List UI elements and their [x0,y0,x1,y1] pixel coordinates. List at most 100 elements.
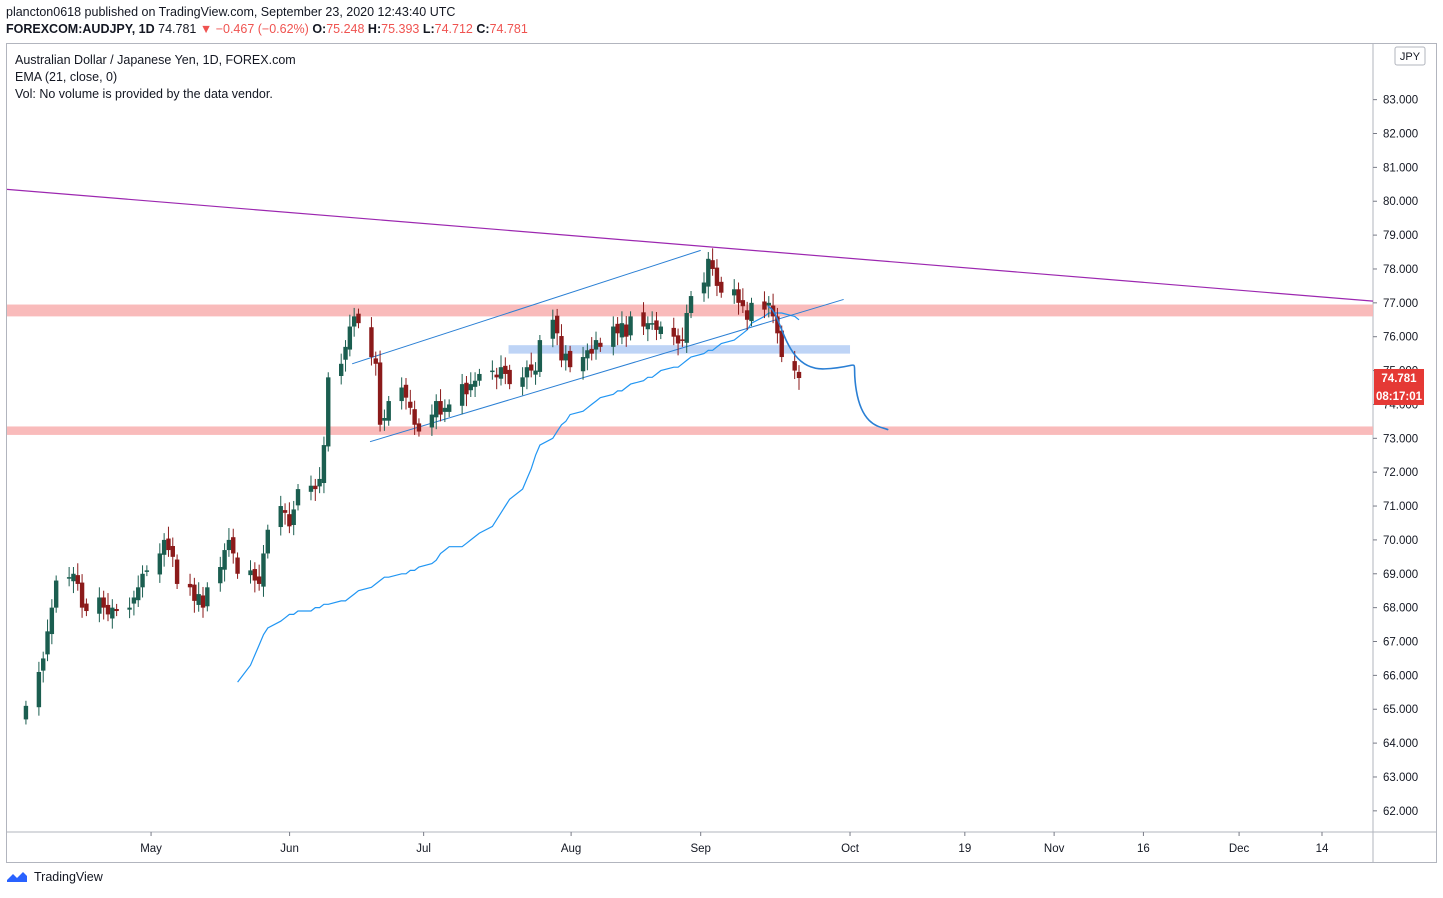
y-tick-label: 69.000 [1383,569,1418,581]
candle-up [261,553,266,587]
candle-up [226,539,232,551]
candle-down [235,557,240,574]
candle-up [585,350,590,359]
close-value: 74.781 [489,22,528,36]
publish-header: plancton0618 published on TradingView.co… [6,4,528,38]
candle-down [282,510,288,513]
candle-down [736,289,741,303]
candle-down [79,582,85,608]
candle-down [792,361,797,371]
candle-down [75,575,80,584]
x-tick-label: Nov [1044,843,1065,855]
candle-up [41,658,46,671]
candle-down [114,608,119,612]
candle-up [658,326,663,334]
candle-down [762,301,767,310]
x-tick-label: Sep [690,843,710,855]
y-tick-label: 78.000 [1383,264,1418,276]
candle-up [343,346,348,360]
channel-upper-line [351,249,701,365]
candle-up [701,282,707,294]
candle-down [412,409,417,425]
projection-path [767,305,889,431]
candle-down [680,339,685,341]
candle-up [477,373,482,381]
candle-down [408,401,413,408]
open-value: 75.248 [326,22,365,36]
y-tick-label: 67.000 [1383,637,1418,649]
down-arrow-icon: ▼ [199,22,213,36]
high-label: H: [367,22,382,36]
y-tick-label: 73.000 [1383,433,1418,445]
candle-up [110,607,115,619]
x-tick-label: Jun [280,843,299,855]
candle-up [524,367,530,378]
candle-up [347,326,353,350]
candle-up [628,316,633,336]
y-tick-label: 80.000 [1383,196,1418,208]
candle-up [66,577,72,579]
candle-up [593,340,599,350]
candle-down [740,300,746,307]
candle-down [464,382,469,395]
candle-up [619,323,625,338]
publisher-line: plancton0618 published on TradingView.co… [6,5,456,19]
candle-down [403,384,409,398]
candle-up [399,387,404,402]
candle-up [131,597,137,604]
candle-down [369,327,374,358]
candle-down [710,260,715,269]
ema-line [237,312,800,683]
countdown-badge [1374,386,1424,405]
candle-down [624,324,629,337]
candle-up [157,553,163,575]
y-tick-label: 79.000 [1383,230,1418,242]
candle-up [351,316,357,327]
candle-down [641,312,646,327]
candle-up [71,573,76,582]
candle-down [170,546,175,557]
price-chart[interactable]: 83.000 82.000 81.000 80.000 79.000 78.000 77.0… [6,44,1436,862]
candle-down [174,559,180,584]
candle-up [766,302,771,306]
candle-up [382,417,387,421]
y-tick-label: 71.000 [1383,501,1418,513]
y-tick-label: 76.000 [1383,332,1418,344]
candle-up [248,570,253,576]
candle-up [49,607,55,635]
candle-down [589,348,594,354]
candle-down [615,323,620,334]
candle-down [84,603,89,612]
low-value: 74.712 [434,22,473,36]
candle-down [714,267,720,286]
candle-down [256,576,262,584]
candle-up [321,445,327,484]
footer: TradingView [6,870,103,884]
candle-up [222,550,227,570]
candle-down [356,313,361,324]
candle-up [339,363,344,376]
candle-up [36,671,42,708]
candle-down [192,584,197,601]
candle-down [494,374,499,378]
candle-up [645,323,651,330]
last-price: 74.781 [158,22,197,36]
candle-down [287,514,292,527]
x-tick-label: 14 [1316,843,1329,855]
candle-up [468,384,473,391]
candle-up [326,377,331,447]
retest-zone [508,345,851,354]
legend-volume: Vol: No volume is provided by the data v… [15,87,273,101]
open-label: O: [312,22,327,36]
candle-down [719,281,724,293]
y-tick-label: 62.000 [1383,806,1418,818]
y-tick-label: 81.000 [1383,162,1418,174]
currency-label: JPY [1400,51,1421,63]
chart-frame[interactable]: 83.000 82.000 81.000 80.000 79.000 78.000 77.0… [6,43,1437,863]
candle-up [317,478,322,487]
countdown-label: 08:17:01 [1376,391,1423,403]
candle-up [23,705,29,720]
candle-down [779,330,784,358]
candle-down [744,310,750,320]
candle-up [127,607,132,610]
